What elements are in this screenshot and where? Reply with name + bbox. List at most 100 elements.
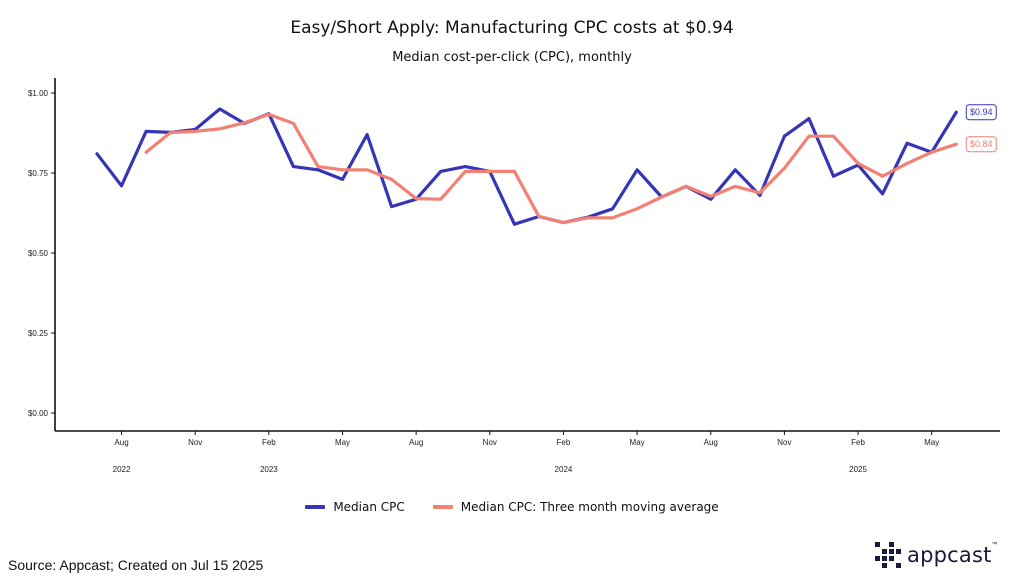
point-moving-average [635, 207, 639, 211]
point-median-cpc [954, 110, 958, 114]
point-moving-average [193, 130, 197, 133]
point-moving-average [832, 134, 835, 138]
point-median-cpc [807, 117, 811, 120]
end-label-moving-average: $0.84 [965, 136, 997, 153]
point-moving-average [660, 195, 664, 199]
point-moving-average [316, 165, 320, 169]
x-year-label: 2023 [260, 465, 278, 474]
x-tick-label: Aug [114, 438, 128, 447]
point-median-cpc [881, 192, 884, 196]
appcast-logo-mark [875, 542, 901, 568]
x-tick-label: Nov [777, 438, 791, 447]
point-moving-average [807, 134, 811, 138]
legend-label-median-cpc: Median CPC [333, 500, 405, 514]
chart-legend: Median CPC Median CPC: Three month movin… [0, 500, 1024, 514]
point-moving-average [292, 122, 295, 125]
series-line-moving-average [144, 112, 958, 225]
point-moving-average [562, 221, 565, 225]
source-note: Source: Appcast; Created on Jul 15 2025 [8, 557, 264, 573]
point-median-cpc [635, 168, 639, 172]
y-tick-label: $0.50 [28, 249, 49, 258]
series-line-median-cpc [95, 107, 958, 226]
point-median-cpc [341, 178, 344, 181]
x-tick-label: Feb [557, 438, 571, 447]
point-moving-average [144, 150, 148, 154]
series-layer [95, 107, 958, 226]
appcast-logo-text: appcast [907, 543, 992, 567]
x-tick-label: Aug [409, 438, 423, 447]
point-median-cpc [316, 168, 320, 172]
point-median-cpc [144, 130, 148, 133]
x-year-label: 2024 [555, 465, 573, 474]
point-median-cpc [120, 184, 123, 188]
end-label-median-cpc: $0.94 [965, 104, 997, 121]
x-tick-label: May [335, 438, 350, 447]
point-moving-average [390, 178, 393, 181]
point-moving-average [905, 162, 909, 165]
point-median-cpc [733, 168, 737, 172]
point-median-cpc [905, 141, 909, 145]
point-moving-average [439, 197, 443, 201]
point-moving-average [954, 142, 958, 146]
point-moving-average [930, 150, 934, 154]
point-moving-average [488, 170, 492, 173]
chart-subtitle: Median cost-per-click (CPC), monthly [392, 50, 632, 65]
appcast-logo: appcast ™ [875, 542, 998, 568]
point-moving-average [856, 162, 860, 165]
x-tick-label: Nov [483, 438, 497, 447]
point-median-cpc [463, 165, 467, 169]
x-tick-label: Feb [262, 438, 276, 447]
y-tick-label: $0.00 [28, 409, 49, 418]
x-tick-label: Nov [188, 438, 202, 447]
point-moving-average [242, 121, 246, 125]
point-moving-average [169, 130, 173, 134]
y-tick-label: $1.00 [28, 89, 49, 98]
point-moving-average [733, 185, 737, 188]
point-moving-average [684, 185, 688, 188]
legend-item-median-cpc: Median CPC [305, 500, 405, 514]
trademark-mark: ™ [991, 542, 998, 548]
point-median-cpc [832, 174, 835, 178]
point-moving-average [783, 166, 786, 170]
point-moving-average [218, 127, 222, 131]
y-tick-label: $0.25 [28, 329, 49, 338]
x-year-label: 2022 [113, 465, 131, 474]
point-moving-average [881, 174, 884, 178]
end-label-text: $0.84 [970, 139, 993, 149]
point-median-cpc [218, 107, 222, 111]
x-tick-label: Feb [851, 438, 865, 447]
point-moving-average [414, 197, 418, 201]
point-moving-average [463, 170, 467, 173]
point-moving-average [365, 168, 369, 172]
line-chart: $0.00 $0.25 $0.50 $0.75 $1.00 Aug Nov Feb May Aug… [28, 78, 1000, 474]
end-label-text: $0.94 [970, 107, 993, 117]
point-median-cpc [365, 133, 369, 137]
point-median-cpc [292, 165, 295, 169]
point-moving-average [709, 194, 713, 198]
point-moving-average [512, 170, 516, 173]
point-moving-average [586, 216, 590, 220]
chart-axes: $0.00 $0.25 $0.50 $0.75 $1.00 Aug Nov Feb May Aug… [28, 78, 1000, 474]
legend-swatch-moving-average [432, 505, 453, 509]
point-moving-average [341, 168, 344, 172]
legend-label-moving-average: Median CPC: Three month moving average [460, 500, 719, 514]
x-tick-label: May [630, 438, 645, 447]
point-median-cpc [439, 170, 443, 173]
point-moving-average [758, 191, 762, 195]
end-labels-layer: $0.94 $0.84 [965, 104, 997, 153]
point-median-cpc [709, 197, 713, 201]
chart-title: Easy/Short Apply: Manufacturing CPC cost… [290, 18, 734, 38]
point-median-cpc [611, 207, 614, 211]
point-median-cpc [758, 194, 762, 197]
x-tick-label: Aug [704, 438, 718, 447]
end-label-box [965, 104, 997, 121]
end-label-box [965, 136, 997, 153]
point-median-cpc [390, 205, 393, 209]
legend-item-moving-average: Median CPC: Three month moving average [432, 500, 719, 514]
point-moving-average [611, 216, 614, 220]
x-tick-label: May [924, 438, 939, 447]
point-median-cpc [512, 222, 516, 226]
point-moving-average [537, 215, 541, 218]
point-moving-average [267, 113, 271, 116]
point-median-cpc [95, 152, 99, 156]
